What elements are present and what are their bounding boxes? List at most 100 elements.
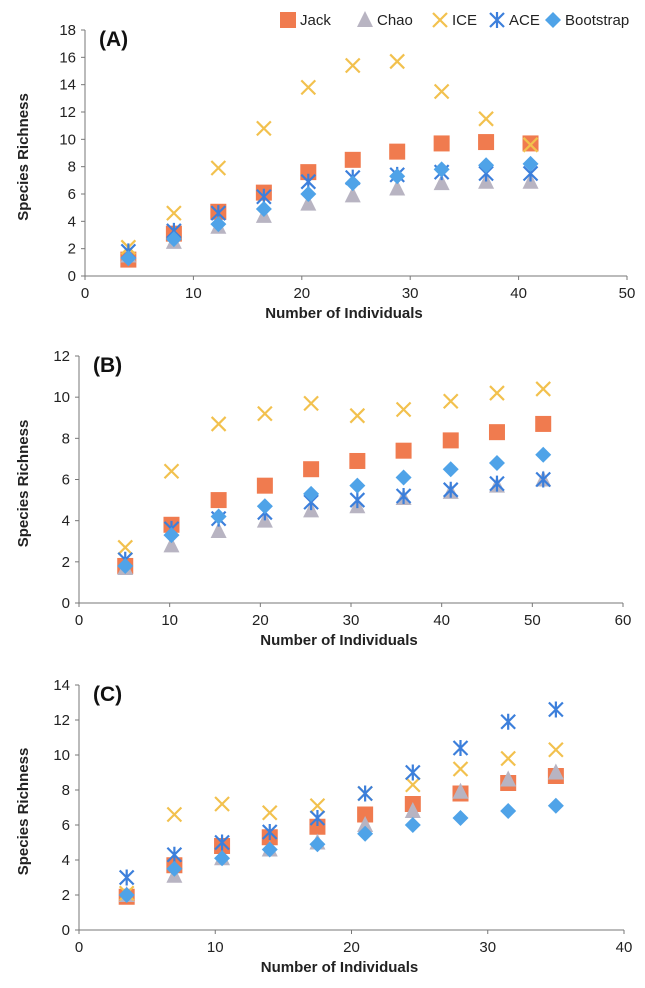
data-point-bootstrap (211, 509, 227, 525)
data-point-ice (501, 752, 515, 766)
y-tick-label: 16 (59, 49, 76, 66)
data-point-ace (120, 870, 134, 886)
data-point-jack (211, 492, 227, 508)
x-tick-label: 40 (616, 939, 633, 956)
y-tick-label: 8 (68, 159, 76, 176)
data-point-ice (435, 85, 449, 99)
legend-item-chao: Chao (357, 11, 413, 29)
data-point-bootstrap (309, 836, 325, 852)
y-tick-label: 12 (53, 712, 70, 729)
legend-item-jack: Jack (280, 12, 331, 29)
data-point-jack (349, 453, 365, 469)
y-tick-label: 6 (62, 817, 70, 834)
data-point-ice (444, 394, 458, 408)
series-ice (120, 743, 563, 901)
data-point-ice (167, 206, 181, 220)
data-point-bootstrap (345, 175, 361, 191)
data-point-bootstrap (405, 817, 421, 833)
x-tick-label: 0 (75, 939, 83, 956)
x-tick-label: 0 (75, 612, 83, 629)
data-point-ice (390, 54, 404, 68)
data-point-ice (164, 464, 178, 478)
series-bootstrap (120, 156, 538, 266)
data-point-bootstrap (257, 498, 273, 514)
series-ice (121, 54, 537, 254)
data-point-jack (478, 134, 494, 150)
x-tick-label: 30 (402, 285, 419, 302)
x-tick-label: 10 (185, 285, 202, 302)
x-tick-label: 50 (619, 285, 636, 302)
y-tick-label: 4 (62, 513, 70, 530)
series-jack (117, 416, 551, 574)
data-point-ace (358, 786, 372, 802)
y-tick-label: 10 (53, 747, 70, 764)
data-point-jack (396, 443, 412, 459)
data-point-jack (443, 432, 459, 448)
series-chao (117, 471, 551, 576)
data-point-ice (479, 112, 493, 126)
legend-label-bootstrap: Bootstrap (565, 12, 629, 29)
x-tick-label: 30 (343, 612, 360, 629)
data-point-ice (167, 808, 181, 822)
y-axis-title: Species Richness (15, 420, 32, 548)
data-point-bootstrap (489, 455, 505, 471)
data-point-bootstrap (443, 461, 459, 477)
x-tick-label: 10 (207, 939, 224, 956)
panel-label: (A) (99, 28, 128, 51)
x-tick-label: 20 (252, 612, 269, 629)
legend: Jack Chao ICE ACE Bootstrap (280, 11, 629, 29)
data-point-jack (303, 461, 319, 477)
data-point-ice (549, 743, 563, 757)
x-tick-label: 50 (524, 612, 541, 629)
y-axis-title: Species Richness (15, 93, 32, 221)
data-point-bootstrap (303, 486, 319, 502)
data-point-ace (444, 482, 458, 498)
series-bootstrap (119, 798, 564, 903)
data-point-ice (490, 386, 504, 400)
data-point-jack (434, 135, 450, 151)
x-axis-title: Number of Individuals (265, 305, 423, 322)
data-point-bootstrap (434, 161, 450, 177)
y-tick-label: 0 (62, 922, 70, 939)
y-tick-label: 6 (68, 186, 76, 203)
data-point-ace (310, 810, 324, 826)
series-jack (119, 768, 564, 905)
y-tick-label: 4 (68, 213, 76, 230)
data-point-bootstrap (535, 447, 551, 463)
data-point-bootstrap (349, 478, 365, 494)
data-point-jack (345, 152, 361, 168)
data-point-bootstrap (478, 157, 494, 173)
legend-item-ace: ACE (490, 12, 540, 29)
data-point-ace (549, 702, 563, 718)
x-tick-label: 10 (161, 612, 178, 629)
series-chao (119, 764, 564, 903)
y-tick-label: 6 (62, 472, 70, 489)
series-ace (120, 702, 563, 886)
x-tick-label: 60 (615, 612, 632, 629)
legend-marker-jack (280, 12, 296, 28)
legend-marker-ice (433, 13, 447, 27)
data-point-ace (167, 847, 181, 863)
x-tick-label: 40 (433, 612, 450, 629)
x-axis-title: Number of Individuals (260, 632, 418, 649)
y-tick-label: 10 (59, 131, 76, 148)
data-point-ace (536, 472, 550, 488)
data-point-ice (258, 407, 272, 421)
legend-marker-chao (357, 11, 373, 27)
panel-label: (B) (93, 354, 122, 377)
data-point-ice (346, 59, 360, 73)
y-tick-label: 8 (62, 782, 70, 799)
data-point-jack (257, 478, 273, 494)
data-point-ace (490, 476, 504, 492)
data-point-ace (406, 765, 420, 781)
data-point-ice (301, 80, 315, 94)
series-jack (120, 134, 538, 268)
legend-marker-ace (490, 12, 504, 28)
data-point-bootstrap (523, 156, 539, 172)
y-tick-label: 0 (68, 268, 76, 285)
data-point-ice (304, 396, 318, 410)
data-point-ace (350, 492, 364, 508)
series-ice (118, 382, 550, 554)
